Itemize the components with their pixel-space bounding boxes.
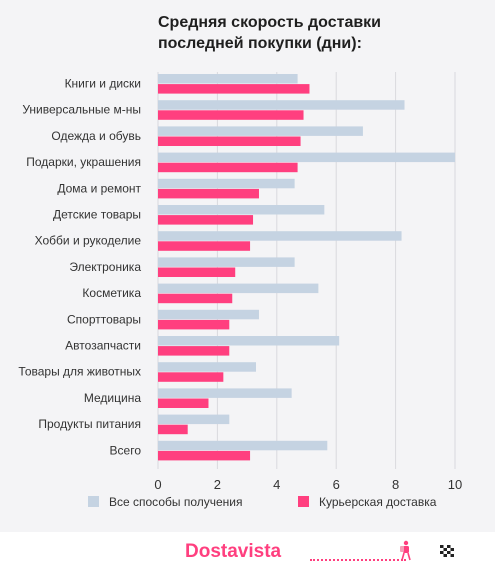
category-label: Медицина: [84, 391, 141, 405]
legend-swatch: [298, 496, 309, 507]
bar-all-methods: [158, 283, 319, 294]
bar-all-methods: [158, 152, 455, 163]
x-tick-label: 2: [214, 477, 221, 492]
category-label: Спорттовары: [67, 312, 141, 326]
legend-label: Курьерская доставка: [319, 495, 437, 509]
bar-all-methods: [158, 440, 328, 451]
bar-all-methods: [158, 231, 402, 241]
bar-courier: [158, 424, 188, 435]
x-tick-label: 8: [392, 477, 399, 492]
bar-all-methods: [158, 126, 363, 136]
bar-courier: [158, 398, 209, 408]
bar-all-methods: [158, 205, 325, 215]
x-tick-label: 4: [273, 477, 280, 492]
legend-label: Все способы получения: [109, 495, 243, 509]
category-label: Подарки, украшения: [26, 155, 141, 169]
bar-courier: [158, 346, 230, 356]
x-tick-label: 6: [333, 477, 340, 492]
bar-courier: [158, 136, 301, 146]
category-label: Автозапчасти: [65, 339, 141, 353]
bar-all-methods: [158, 309, 259, 320]
bar-courier: [158, 372, 224, 382]
bar-all-methods: [158, 257, 295, 267]
category-label: Продукты питания: [38, 417, 141, 431]
category-label: Детские товары: [53, 208, 141, 222]
bar-courier: [158, 450, 251, 461]
category-label: Всего: [110, 443, 142, 457]
category-label: Универсальные м-ны: [22, 103, 141, 117]
chart-title-line-1: Средняя скорость доставки: [158, 14, 382, 31]
legend-swatch: [88, 496, 99, 507]
x-tick-label: 0: [154, 477, 161, 492]
brand-logo: Dostavista: [185, 541, 282, 562]
bar-courier: [158, 84, 310, 94]
bar-courier: [158, 267, 236, 277]
category-label: Косметика: [82, 286, 141, 300]
courier-icon: [400, 540, 411, 561]
chart-title: Средняя скорость доставки последней поку…: [158, 12, 478, 54]
finish-flag-icon: [440, 545, 454, 557]
bar-courier: [158, 241, 251, 251]
category-label: Дома и ремонт: [57, 181, 141, 195]
bar-courier: [158, 162, 298, 173]
bar-courier: [158, 188, 259, 199]
bar-all-methods: [158, 100, 405, 110]
bar-courier: [158, 215, 254, 225]
x-tick-label: 10: [448, 477, 462, 492]
category-label: Хобби и рукоделие: [35, 234, 142, 248]
bar-courier: [158, 293, 233, 304]
category-label: Одежда и обувь: [51, 129, 141, 143]
bar-chart: Книги и диски Универсальные м-ны Одежда и …: [18, 72, 462, 509]
category-label: Товары для животных: [18, 365, 141, 379]
category-label: Электроника: [69, 260, 141, 274]
bar-all-methods: [158, 414, 230, 425]
chart-title-line-2: последней покупки (дни):: [158, 35, 362, 52]
category-label: Книги и диски: [65, 77, 141, 91]
bar-courier: [158, 110, 304, 120]
route-line: [310, 559, 406, 561]
bar-all-methods: [158, 178, 295, 189]
bar-all-methods: [158, 336, 340, 346]
bar-all-methods: [158, 362, 257, 372]
bar-all-methods: [158, 388, 292, 398]
bar-all-methods: [158, 74, 298, 84]
footer: Dostavista: [0, 532, 495, 566]
bar-courier: [158, 319, 230, 330]
